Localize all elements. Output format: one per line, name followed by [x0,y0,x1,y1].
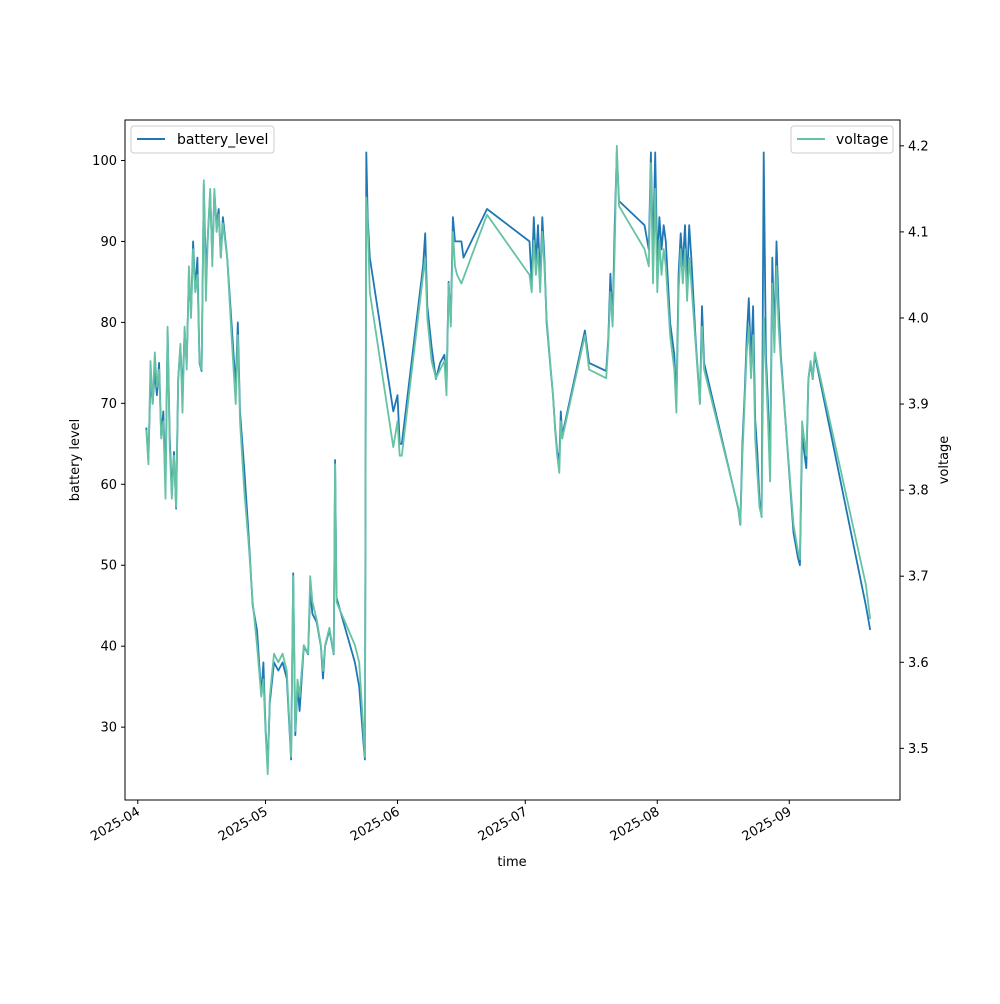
y-tick-label: 60 [100,478,117,493]
y-tick-label: 40 [100,640,117,655]
x-axis-label: time [497,855,526,870]
y2-tick-label: 4.2 [908,139,929,154]
legend-left: battery_level [130,125,275,154]
y2-axis-label: voltage [937,436,952,485]
y-tick-label: 30 [100,721,117,736]
y2-axis-ticks: 3.5 3.6 3.7 3.8 3.9 4.0 4.1 4.2 [900,139,929,757]
y-tick-label: 80 [100,316,117,331]
y-axis-label: battery level [68,419,83,502]
y-tick-label: 90 [100,235,117,250]
y2-tick-label: 3.5 [908,742,929,757]
y2-tick-label: 3.7 [908,570,929,585]
legend-right: voltage [790,125,894,154]
y2-tick-label: 3.6 [908,656,929,671]
y-tick-label: 50 [100,559,117,574]
y2-tick-label: 4.0 [908,311,929,326]
plot-lines [145,144,872,776]
legend-voltage-label: voltage [836,132,888,148]
series-line-voltage [145,144,872,776]
legend-right-box [790,125,894,154]
y-axis-ticks: 30 40 50 60 70 80 90 100 [92,154,125,736]
axes-frame [124,119,901,801]
y2-tick-label: 3.9 [908,398,929,413]
legend-left-box [130,125,275,154]
y-tick-label: 70 [100,397,117,412]
y2-tick-label: 3.8 [908,484,929,499]
y2-tick-label: 4.1 [908,225,929,240]
legend-battery-label: battery_level [177,132,268,148]
y-tick-label: 100 [92,154,117,169]
